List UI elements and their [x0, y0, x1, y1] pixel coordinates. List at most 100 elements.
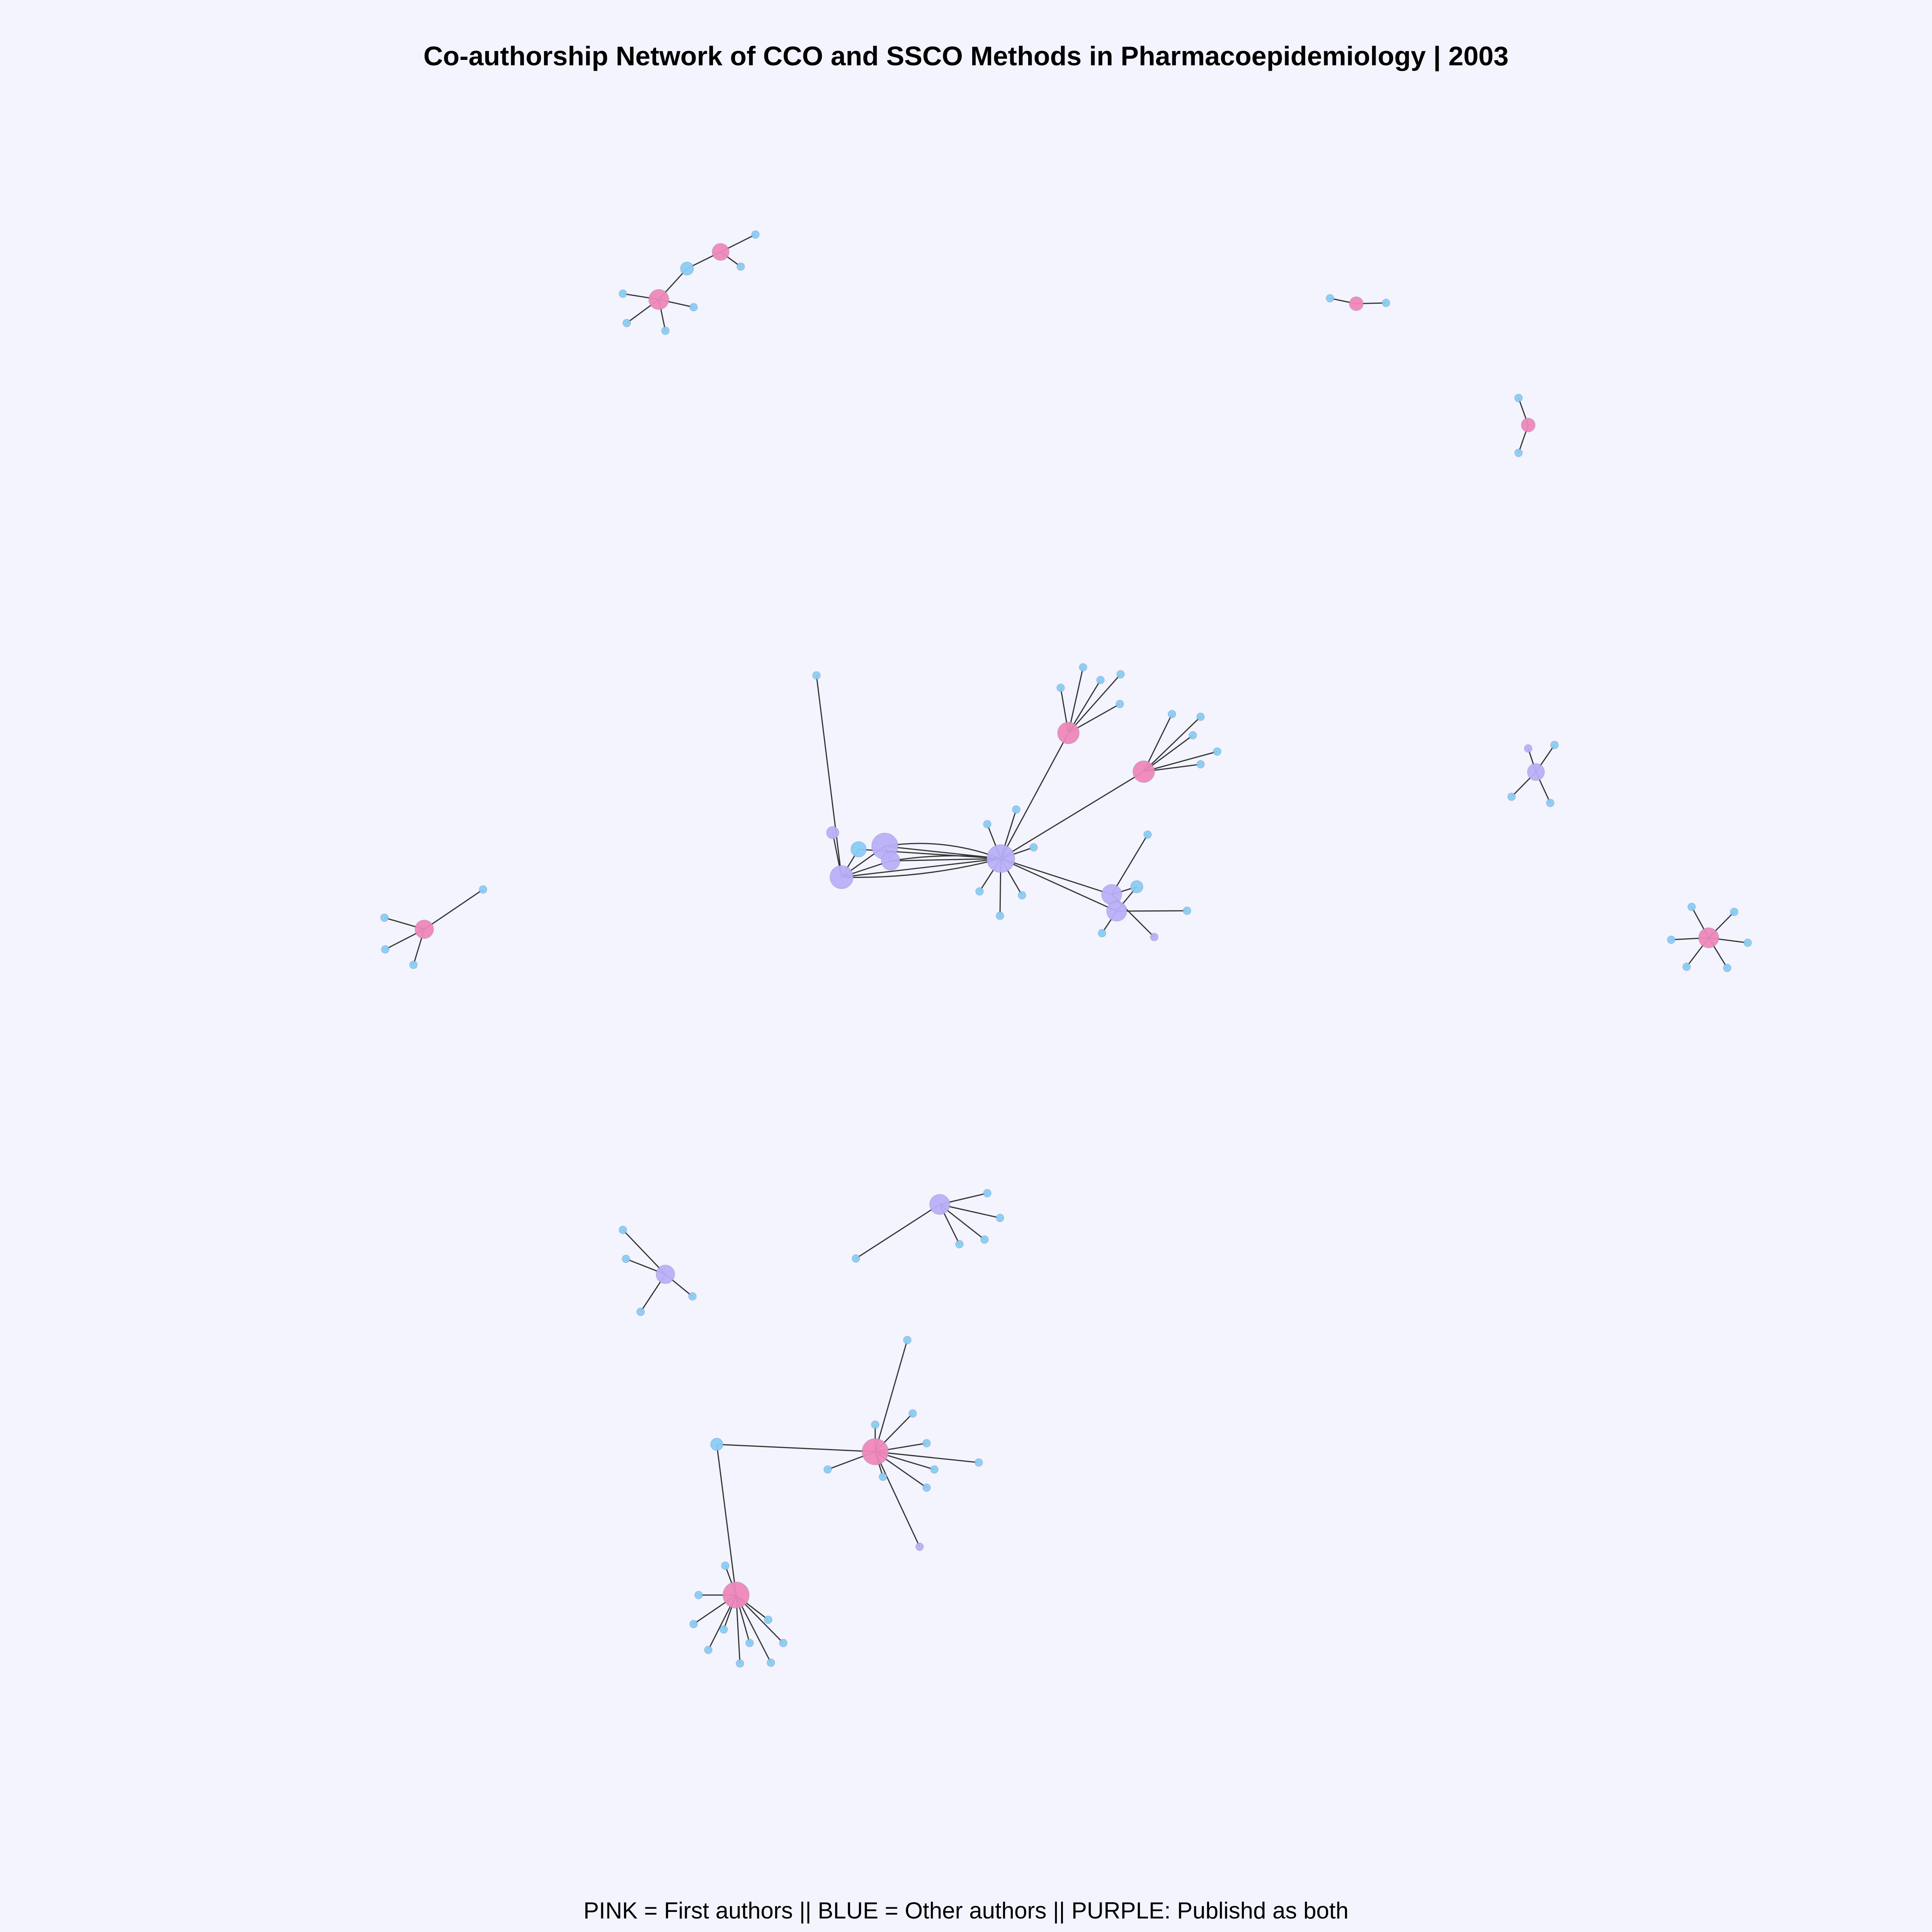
- author-node-other-author: [1382, 299, 1390, 307]
- coauthor-edge: [716, 1444, 876, 1452]
- author-node-other-author: [689, 303, 698, 311]
- author-node-other-author: [479, 885, 487, 894]
- author-node-other-author: [908, 1409, 917, 1418]
- author-node-other-author: [751, 230, 760, 239]
- author-node-other-author: [710, 1438, 723, 1451]
- author-node-other-author: [922, 1483, 931, 1492]
- author-node-other-author: [812, 671, 821, 680]
- author-node-other-author: [922, 1439, 931, 1447]
- author-node-other-author: [409, 961, 418, 969]
- coauthor-edge: [841, 858, 1001, 878]
- author-node-other-author: [996, 1214, 1004, 1222]
- author-node-other-author: [721, 1561, 730, 1570]
- author-node-other-author: [1326, 294, 1334, 303]
- author-node-other-author: [1130, 880, 1143, 893]
- legend-caption: PINK = First authors || BLUE = Other aut…: [583, 1898, 1349, 1923]
- coauthor-edge: [1000, 771, 1144, 859]
- coauthor-edge: [716, 1444, 737, 1595]
- coauthor-edge: [424, 889, 483, 930]
- author-node-other-author: [852, 1254, 860, 1263]
- author-node-other-author: [955, 1240, 964, 1248]
- author-node-other-author: [1116, 700, 1124, 708]
- author-node-first-author: [862, 1438, 889, 1465]
- author-node-other-author: [694, 1591, 703, 1599]
- author-node-other-author: [903, 1336, 912, 1344]
- author-node-other-author: [619, 289, 627, 298]
- author-node-other-author: [779, 1639, 787, 1647]
- author-node-other-author: [1723, 964, 1731, 972]
- author-node-both: [830, 865, 854, 889]
- author-node-other-author: [636, 1308, 645, 1316]
- coauthor-edge: [874, 1340, 908, 1452]
- coauthor-edge: [1000, 733, 1069, 859]
- node-layer: [380, 230, 1752, 1668]
- author-node-other-author: [622, 1255, 630, 1263]
- edge-layer: [384, 234, 1748, 1664]
- author-node-other-author: [1550, 741, 1559, 749]
- coauthor-edge: [874, 1451, 920, 1547]
- coauthor-edge: [890, 855, 1001, 862]
- coauthor-edge: [1068, 674, 1121, 733]
- author-node-other-author: [764, 1616, 772, 1624]
- author-node-other-author: [1514, 394, 1523, 402]
- coauthor-edge: [1000, 858, 1112, 895]
- author-node-other-author: [1196, 760, 1205, 769]
- author-node-other-author: [930, 1465, 939, 1474]
- author-node-other-author: [719, 1625, 728, 1634]
- author-node-other-author: [767, 1658, 775, 1667]
- author-node-other-author: [704, 1646, 713, 1654]
- author-node-other-author: [1730, 908, 1738, 916]
- author-node-other-author: [879, 1473, 887, 1481]
- author-node-other-author: [689, 1620, 698, 1628]
- author-node-other-author: [1189, 731, 1197, 740]
- author-node-other-author: [1514, 449, 1523, 457]
- chart-title: Co-authorship Network of CCO and SSCO Me…: [423, 41, 1509, 71]
- coauthor-edge: [1068, 667, 1084, 733]
- author-node-other-author: [1546, 799, 1554, 807]
- author-node-other-author: [1012, 805, 1020, 814]
- author-node-first-author: [1349, 296, 1364, 311]
- author-node-other-author: [823, 1465, 832, 1474]
- author-node-first-author: [648, 289, 669, 310]
- author-node-other-author: [983, 1189, 992, 1197]
- author-node-first-author: [1057, 722, 1080, 744]
- author-node-first-author: [723, 1582, 750, 1609]
- coauthor-edge: [622, 1229, 666, 1275]
- author-node-other-author: [745, 1639, 754, 1647]
- coauthor-edge: [884, 843, 1001, 859]
- author-node-other-author: [688, 1292, 697, 1301]
- author-node-first-author: [1698, 927, 1719, 948]
- coauthor-edge: [1000, 858, 1117, 912]
- author-node-other-author: [1056, 684, 1065, 692]
- author-node-both: [986, 844, 1015, 873]
- coauthor-edge: [939, 1204, 1000, 1219]
- coauthor-edge: [875, 1451, 979, 1463]
- author-node-other-author: [1196, 713, 1205, 721]
- author-node-other-author: [380, 913, 389, 922]
- author-node-other-author: [1116, 670, 1125, 679]
- author-node-other-author: [1098, 929, 1106, 937]
- author-node-other-author: [1183, 906, 1191, 915]
- author-node-other-author: [996, 912, 1004, 920]
- coauthor-edge: [1143, 751, 1218, 772]
- author-node-other-author: [1096, 676, 1105, 684]
- author-node-other-author: [1743, 939, 1752, 947]
- author-node-other-author: [975, 1458, 983, 1467]
- coauthor-edge: [855, 1204, 940, 1259]
- author-node-both: [1106, 901, 1127, 922]
- author-node-other-author: [1029, 843, 1038, 852]
- author-node-first-author: [712, 243, 730, 261]
- author-node-other-author: [1507, 793, 1516, 801]
- author-node-other-author: [680, 262, 694, 276]
- author-node-other-author: [980, 1235, 989, 1244]
- coauthor-edge: [816, 675, 842, 878]
- author-node-other-author: [736, 262, 745, 271]
- author-node-other-author: [622, 319, 631, 327]
- author-node-other-author: [661, 327, 670, 335]
- author-node-other-author: [619, 1226, 627, 1234]
- author-node-other-author: [381, 945, 389, 954]
- author-node-both: [1527, 763, 1545, 781]
- author-node-both: [915, 1543, 924, 1551]
- coauthor-edge: [841, 858, 1001, 878]
